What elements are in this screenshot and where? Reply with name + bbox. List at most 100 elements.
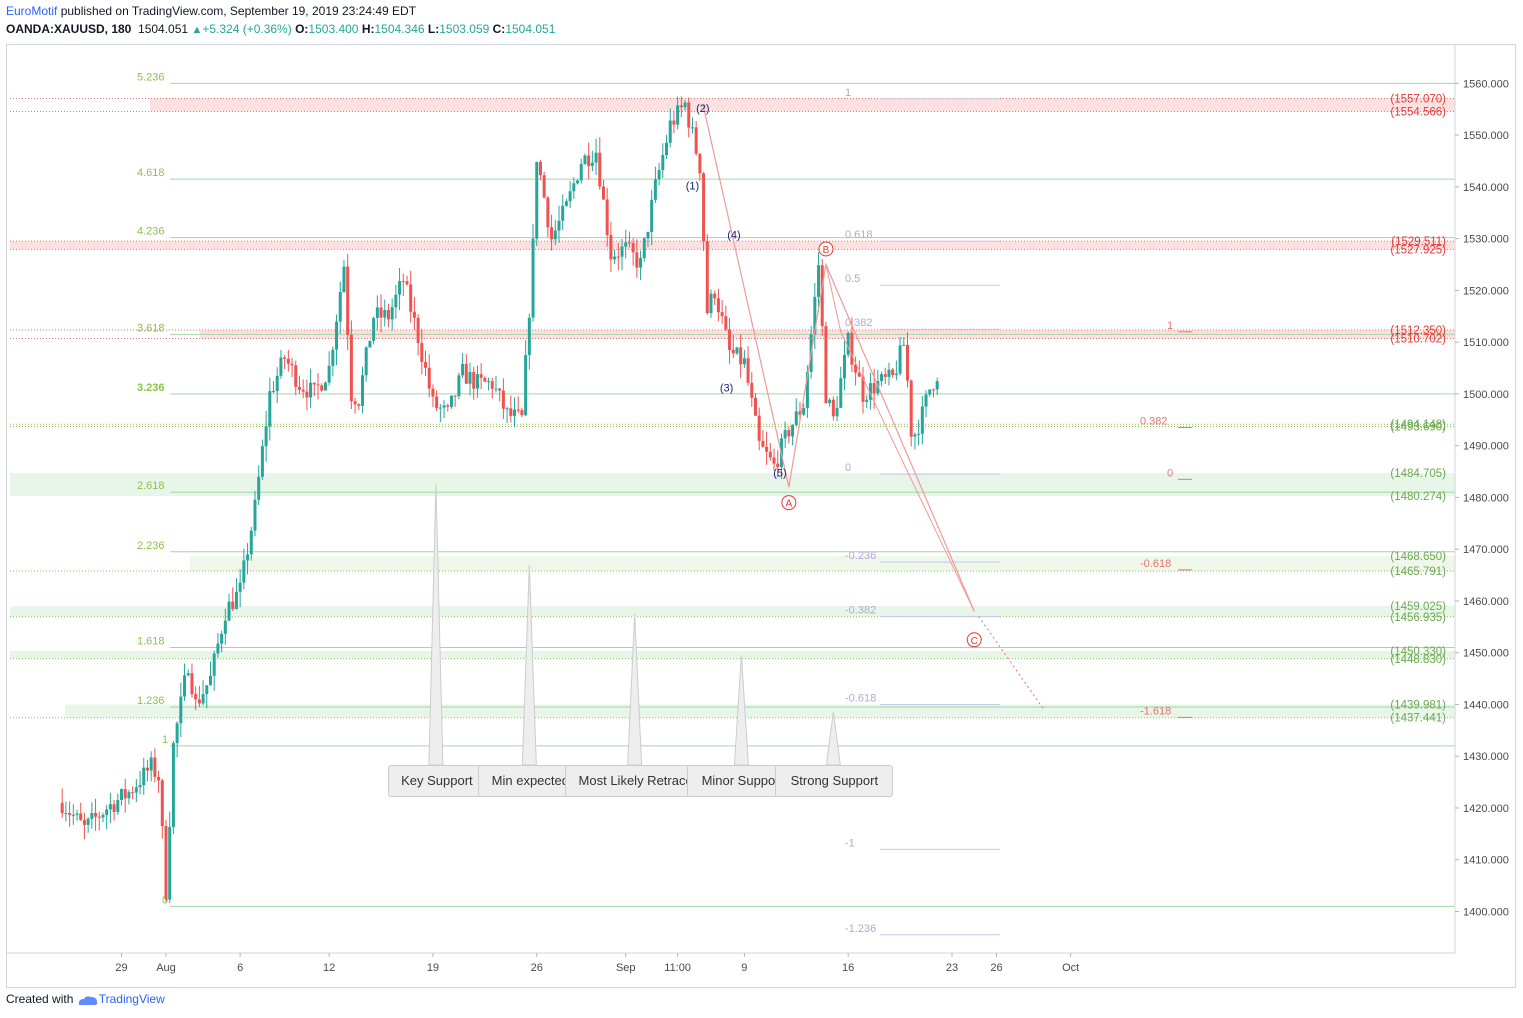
candle-body bbox=[346, 266, 350, 335]
candle-body bbox=[171, 743, 175, 828]
level-price-label: (1439.981) bbox=[1390, 700, 1446, 712]
candle-body bbox=[138, 785, 142, 788]
candle-body bbox=[75, 813, 79, 815]
candle-body bbox=[887, 369, 891, 377]
candle-body bbox=[935, 381, 939, 390]
candle-body bbox=[665, 142, 669, 156]
time-tick-label: 26 bbox=[990, 962, 1002, 974]
candle-body bbox=[750, 382, 754, 398]
candle-body bbox=[464, 363, 468, 384]
candle-body bbox=[842, 354, 846, 379]
publisher-link[interactable]: EuroMotif bbox=[6, 4, 58, 18]
time-tick-label: 26 bbox=[531, 962, 543, 974]
callout-label: Strong Support bbox=[775, 765, 894, 797]
candle-body bbox=[891, 369, 895, 376]
level-price-label: (1529.511) bbox=[1391, 236, 1446, 248]
tradingview-cloud-icon bbox=[78, 996, 97, 1005]
candle-body bbox=[275, 375, 279, 392]
retracement-label: -0.382 bbox=[845, 604, 876, 616]
abc-wave-label: C bbox=[971, 636, 978, 647]
candle-body bbox=[605, 199, 609, 236]
level-price-label: (1494.148) bbox=[1390, 419, 1446, 431]
price-tick-label: 1510.000 bbox=[1463, 337, 1509, 349]
candle-body bbox=[668, 120, 672, 143]
candle-body bbox=[902, 344, 906, 346]
retracement-label: 0 bbox=[845, 462, 851, 474]
candle-body bbox=[742, 358, 746, 365]
candle-body bbox=[442, 405, 446, 408]
candle-body bbox=[68, 813, 72, 815]
candle-body bbox=[338, 291, 342, 322]
candle-body bbox=[201, 694, 205, 704]
elliott-wave-label: (1) bbox=[686, 180, 699, 192]
candle-body bbox=[360, 375, 364, 406]
candle-body bbox=[420, 343, 424, 362]
tradingview-brand[interactable]: TradingView bbox=[98, 992, 165, 1006]
chart-frame[interactable] bbox=[6, 44, 1516, 988]
candle-body bbox=[557, 220, 561, 231]
candle-body bbox=[316, 384, 320, 386]
candle-body bbox=[375, 307, 379, 319]
small-fib-label: 1 bbox=[1167, 320, 1173, 332]
candle-body bbox=[153, 757, 157, 777]
candle-body bbox=[898, 345, 902, 374]
candle-body bbox=[479, 374, 483, 378]
callout-spike bbox=[627, 613, 643, 766]
level-price-label: (1456.935) bbox=[1390, 612, 1446, 624]
candle-body bbox=[768, 451, 772, 458]
candle-body bbox=[331, 349, 335, 366]
candle-body bbox=[461, 363, 465, 376]
retracement-label: -0.236 bbox=[845, 550, 876, 562]
small-fib-label: -0.618 bbox=[1140, 558, 1171, 570]
candle-body bbox=[598, 152, 602, 187]
candle-body bbox=[765, 446, 769, 452]
fib-extension-label: 1.618 bbox=[137, 636, 165, 648]
support-zone bbox=[190, 556, 1455, 571]
candle-body bbox=[86, 818, 90, 825]
time-tick-label: Aug bbox=[156, 962, 176, 974]
fib-extension-label: 0 bbox=[162, 894, 168, 906]
candle-body bbox=[576, 180, 580, 184]
time-tick-label: Oct bbox=[1062, 962, 1079, 974]
candle-body bbox=[542, 175, 546, 198]
candle-body bbox=[394, 294, 398, 308]
candle-body bbox=[646, 231, 650, 239]
candle-body bbox=[453, 395, 457, 397]
candle-body bbox=[127, 792, 131, 799]
candle-body bbox=[798, 411, 802, 415]
price-tick-label: 1490.000 bbox=[1463, 441, 1509, 453]
candle-body bbox=[594, 152, 598, 163]
price-tick-label: 1420.000 bbox=[1463, 803, 1509, 815]
price-tick-label: 1470.000 bbox=[1463, 544, 1509, 556]
price-tick-label: 1440.000 bbox=[1463, 699, 1509, 711]
candle-body bbox=[234, 591, 238, 610]
candle-body bbox=[190, 673, 194, 695]
candle-body bbox=[416, 317, 420, 344]
candle-body bbox=[635, 252, 639, 268]
candle-body bbox=[865, 399, 869, 402]
candle-body bbox=[739, 347, 743, 365]
candle-body bbox=[653, 179, 657, 200]
abc-wave-marker bbox=[781, 495, 797, 511]
candle-body bbox=[883, 374, 887, 377]
callout-label: Most Likely Retrace bbox=[564, 765, 707, 797]
candle-body bbox=[676, 105, 680, 125]
candle-body bbox=[279, 357, 283, 376]
candle-body bbox=[412, 311, 416, 318]
time-tick-label: 23 bbox=[946, 962, 958, 974]
candle-body bbox=[186, 673, 190, 676]
small-fib-label: 0 bbox=[1167, 467, 1173, 479]
candle-body bbox=[709, 293, 713, 314]
candle-body bbox=[457, 375, 461, 397]
candle-body bbox=[131, 792, 135, 794]
candle-body bbox=[568, 191, 572, 202]
candle-body bbox=[513, 409, 517, 416]
symbol-legend: OANDA:XAUUSD, 180 1504.051 ▲+5.324 (+0.3… bbox=[6, 22, 555, 36]
elliott-wave-label: (5) bbox=[773, 468, 786, 480]
level-price-label: (1437.441) bbox=[1390, 713, 1446, 725]
candle-body bbox=[835, 407, 839, 417]
abc-wave-marker bbox=[966, 632, 982, 648]
level-price-label: (1480.274) bbox=[1390, 491, 1446, 503]
candle-body bbox=[301, 389, 305, 392]
